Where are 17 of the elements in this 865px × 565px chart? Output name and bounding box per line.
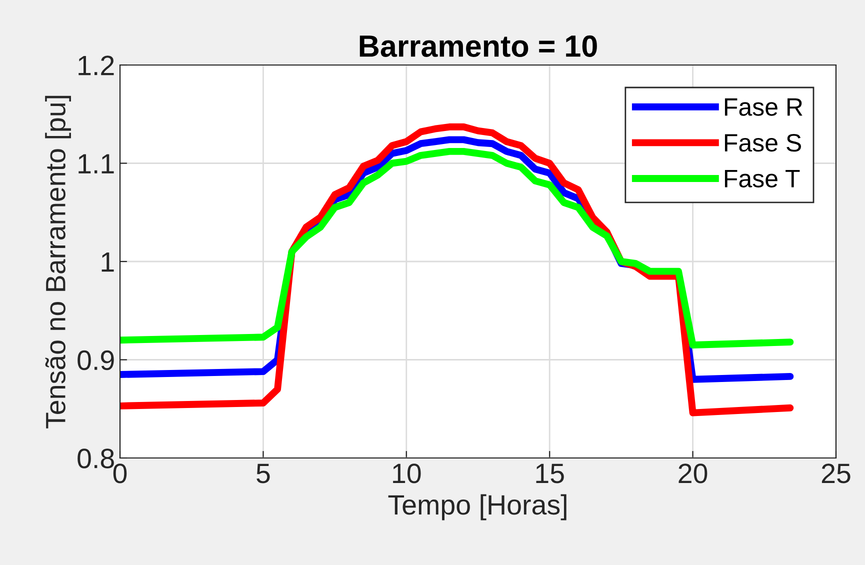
x-tick-label: 15 xyxy=(536,464,564,484)
legend-label: Fase R xyxy=(724,98,802,116)
legend-label: Fase S xyxy=(724,134,801,152)
chart-title: Barramento = 10 xyxy=(360,35,597,57)
y-tick-label: 0.9 xyxy=(78,350,114,370)
y-tick-label: 0.8 xyxy=(78,448,114,468)
x-axis-title: Tempo [Horas] xyxy=(388,494,566,520)
x-tick-label: 0 xyxy=(113,464,127,484)
x-tick-label: 10 xyxy=(393,464,421,484)
y-tick-label: 1.2 xyxy=(78,56,114,76)
y-tick-label: 1 xyxy=(102,252,114,272)
y-axis-title: Tensão no Barramento [pu] xyxy=(45,96,71,428)
x-tick-label: 20 xyxy=(678,464,708,484)
x-tick-label: 25 xyxy=(822,464,850,484)
x-tick-label: 5 xyxy=(256,464,270,484)
legend-label: Fase T xyxy=(724,170,800,188)
y-tick-label: 1.1 xyxy=(78,154,114,174)
